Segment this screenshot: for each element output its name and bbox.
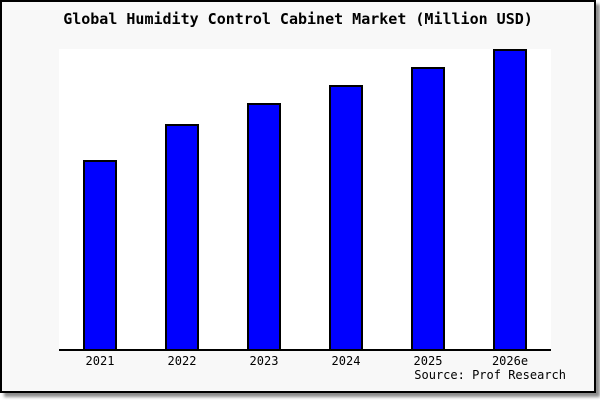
x-tick-2021: 2021: [85, 354, 115, 368]
bar-2021: [83, 160, 117, 349]
x-tick-2023: 2023: [249, 354, 279, 368]
bar-2023: [247, 103, 281, 349]
bar-2026e: [493, 49, 527, 349]
bar-2025: [411, 67, 445, 349]
chart-container: Global Humidity Control Cabinet Market (…: [0, 0, 596, 393]
x-tick-2022: 2022: [167, 354, 197, 368]
x-tick-2026e: 2026e: [491, 354, 529, 368]
bar-2022: [165, 124, 199, 349]
bar-2024: [329, 85, 363, 349]
plot-area: [59, 49, 551, 351]
source-credit: Source: Prof Research: [414, 368, 566, 382]
x-tick-2024: 2024: [331, 354, 361, 368]
x-axis-labels: 2021 2022 2023 2024 2025 2026e: [59, 355, 551, 368]
chart-title: Global Humidity Control Cabinet Market (…: [63, 10, 533, 28]
x-tick-2025: 2025: [413, 354, 443, 368]
